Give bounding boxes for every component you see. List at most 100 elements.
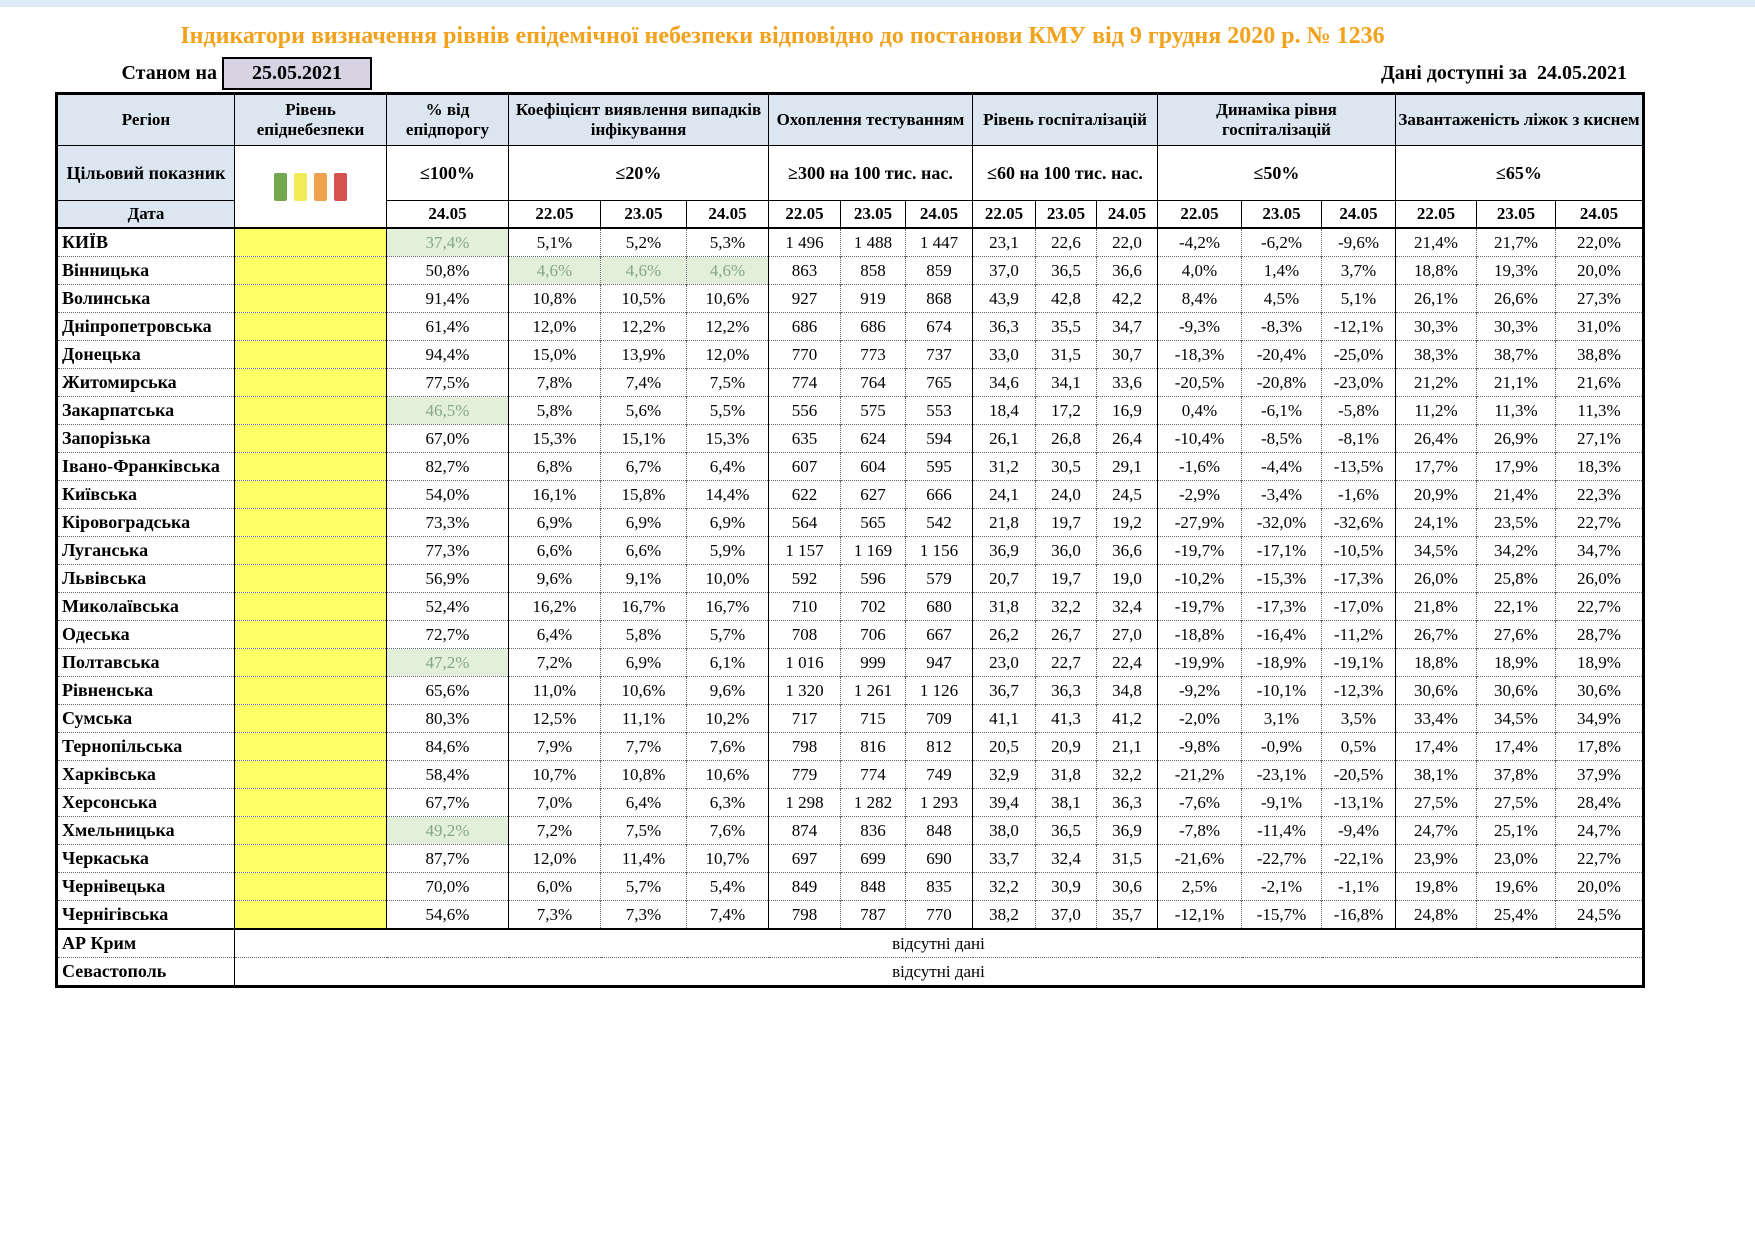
test-cell: 835 (905, 872, 973, 901)
coef-cell: 5,8% (508, 396, 601, 425)
oxy-cell: 19,3% (1476, 256, 1556, 285)
coef-cell: 6,6% (600, 536, 687, 565)
hosp-cell: 36,0 (1035, 536, 1097, 565)
coef-cell: 6,4% (686, 452, 769, 481)
test-cell: 690 (905, 844, 973, 873)
oxy-cell: 18,8% (1395, 648, 1477, 677)
coef-cell: 15,1% (600, 424, 687, 453)
region-cell: Івано-Франківська (56, 452, 235, 481)
oxy-cell: 28,7% (1555, 620, 1644, 649)
oxy-cell: 11,3% (1555, 396, 1644, 425)
coef-cell: 5,9% (686, 536, 769, 565)
oxy-cell: 38,3% (1395, 340, 1477, 369)
level-cell (234, 592, 387, 621)
oxy-cell: 19,6% (1476, 872, 1556, 901)
test-cell: 709 (905, 704, 973, 733)
oxy-cell: 21,1% (1476, 368, 1556, 397)
dyn-cell: 8,4% (1157, 284, 1242, 313)
level-cell (234, 480, 387, 509)
dyn-cell: 0,4% (1157, 396, 1242, 425)
dyn-cell: -20,5% (1157, 368, 1242, 397)
oxy-cell: 34,7% (1555, 536, 1644, 565)
level-cell (234, 227, 387, 257)
oxy-cell: 23,0% (1476, 844, 1556, 873)
no-data-cell: відсутні дані (234, 957, 1644, 987)
test-cell: 863 (768, 256, 841, 285)
oxy-cell: 38,7% (1476, 340, 1556, 369)
coef-cell: 7,7% (600, 732, 687, 761)
test-cell: 765 (905, 368, 973, 397)
legend-bar-red-icon (334, 172, 347, 201)
test-cell: 686 (840, 312, 906, 341)
dyn-cell: -18,9% (1241, 648, 1322, 677)
dyn-cell: -16,8% (1321, 900, 1396, 929)
oxy-cell: 23,9% (1395, 844, 1477, 873)
dyn-cell: -12,1% (1157, 900, 1242, 929)
no-data-row: АР Крим відсутні дані (56, 928, 1644, 958)
oxy-cell: 26,0% (1555, 564, 1644, 593)
level-cell (234, 564, 387, 593)
as-of-date-box: 25.05.2021 (222, 57, 372, 90)
coef-cell: 5,5% (686, 396, 769, 425)
hosp-cell: 31,5 (1096, 844, 1158, 873)
level-cell (234, 872, 387, 901)
header-group-level: Рівень епіднебезпеки (234, 93, 387, 146)
hosp-cell: 32,2 (972, 872, 1036, 901)
oxy-cell: 18,8% (1395, 256, 1477, 285)
oxy-cell: 26,9% (1476, 424, 1556, 453)
dyn-cell: -4,2% (1157, 227, 1242, 257)
coef-cell: 14,4% (686, 480, 769, 509)
table-row: КИЇВ 37,4% 5,1% 5,2% 5,3% 1 496 1 488 1 447 23,1… (56, 227, 1644, 257)
region-cell: Хмельницька (56, 816, 235, 845)
hosp-cell: 33,6 (1096, 368, 1158, 397)
oxy-cell: 30,3% (1476, 312, 1556, 341)
hosp-cell: 30,6 (1096, 872, 1158, 901)
coef-cell: 7,0% (508, 788, 601, 817)
dyn-cell: -1,6% (1321, 480, 1396, 509)
oxy-cell: 17,9% (1476, 452, 1556, 481)
test-cell: 874 (768, 816, 841, 845)
dyn-cell: 4,0% (1157, 256, 1242, 285)
test-cell: 1 496 (768, 227, 841, 257)
dyn-cell: -1,1% (1321, 872, 1396, 901)
coef-cell: 4,6% (600, 256, 687, 285)
hosp-cell: 35,7 (1096, 900, 1158, 929)
level-cell (234, 340, 387, 369)
dyn-cell: -25,0% (1321, 340, 1396, 369)
dyn-cell: -9,8% (1157, 732, 1242, 761)
coef-cell: 5,7% (600, 872, 687, 901)
oxy-cell: 22,0% (1555, 227, 1644, 257)
oxy-cell: 25,8% (1476, 564, 1556, 593)
test-cell: 848 (840, 872, 906, 901)
coef-cell: 10,5% (600, 284, 687, 313)
test-cell: 927 (768, 284, 841, 313)
test-cell: 859 (905, 256, 973, 285)
dyn-cell: -2,1% (1241, 872, 1322, 901)
test-cell: 1 261 (840, 676, 906, 705)
oxy-cell: 26,0% (1395, 564, 1477, 593)
dyn-cell: -9,2% (1157, 676, 1242, 705)
coef-cell: 16,7% (686, 592, 769, 621)
test-cell: 947 (905, 648, 973, 677)
dyn-cell: -32,6% (1321, 508, 1396, 537)
coef-cell: 5,4% (686, 872, 769, 901)
dyn-cell: -17,3% (1321, 564, 1396, 593)
oxy-cell: 17,7% (1395, 452, 1477, 481)
hosp-cell: 24,0 (1035, 480, 1097, 509)
dyn-cell: 1,4% (1241, 256, 1322, 285)
coef-cell: 6,0% (508, 872, 601, 901)
hosp-cell: 19,7 (1035, 508, 1097, 537)
oxy-cell: 24,5% (1555, 900, 1644, 929)
level-cell (234, 788, 387, 817)
table-header: Регіон Рівень епіднебезпеки % від епідпо… (56, 93, 1644, 229)
region-cell: Полтавська (56, 648, 235, 677)
dyn-cell: -17,3% (1241, 592, 1322, 621)
level-cell (234, 284, 387, 313)
level-cell (234, 256, 387, 285)
target-pct: ≤100% (386, 145, 509, 201)
test-cell: 607 (768, 452, 841, 481)
hosp-cell: 19,7 (1035, 564, 1097, 593)
coef-cell: 5,2% (600, 227, 687, 257)
dyn-cell: -0,9% (1241, 732, 1322, 761)
dyn-cell: 2,5% (1157, 872, 1242, 901)
